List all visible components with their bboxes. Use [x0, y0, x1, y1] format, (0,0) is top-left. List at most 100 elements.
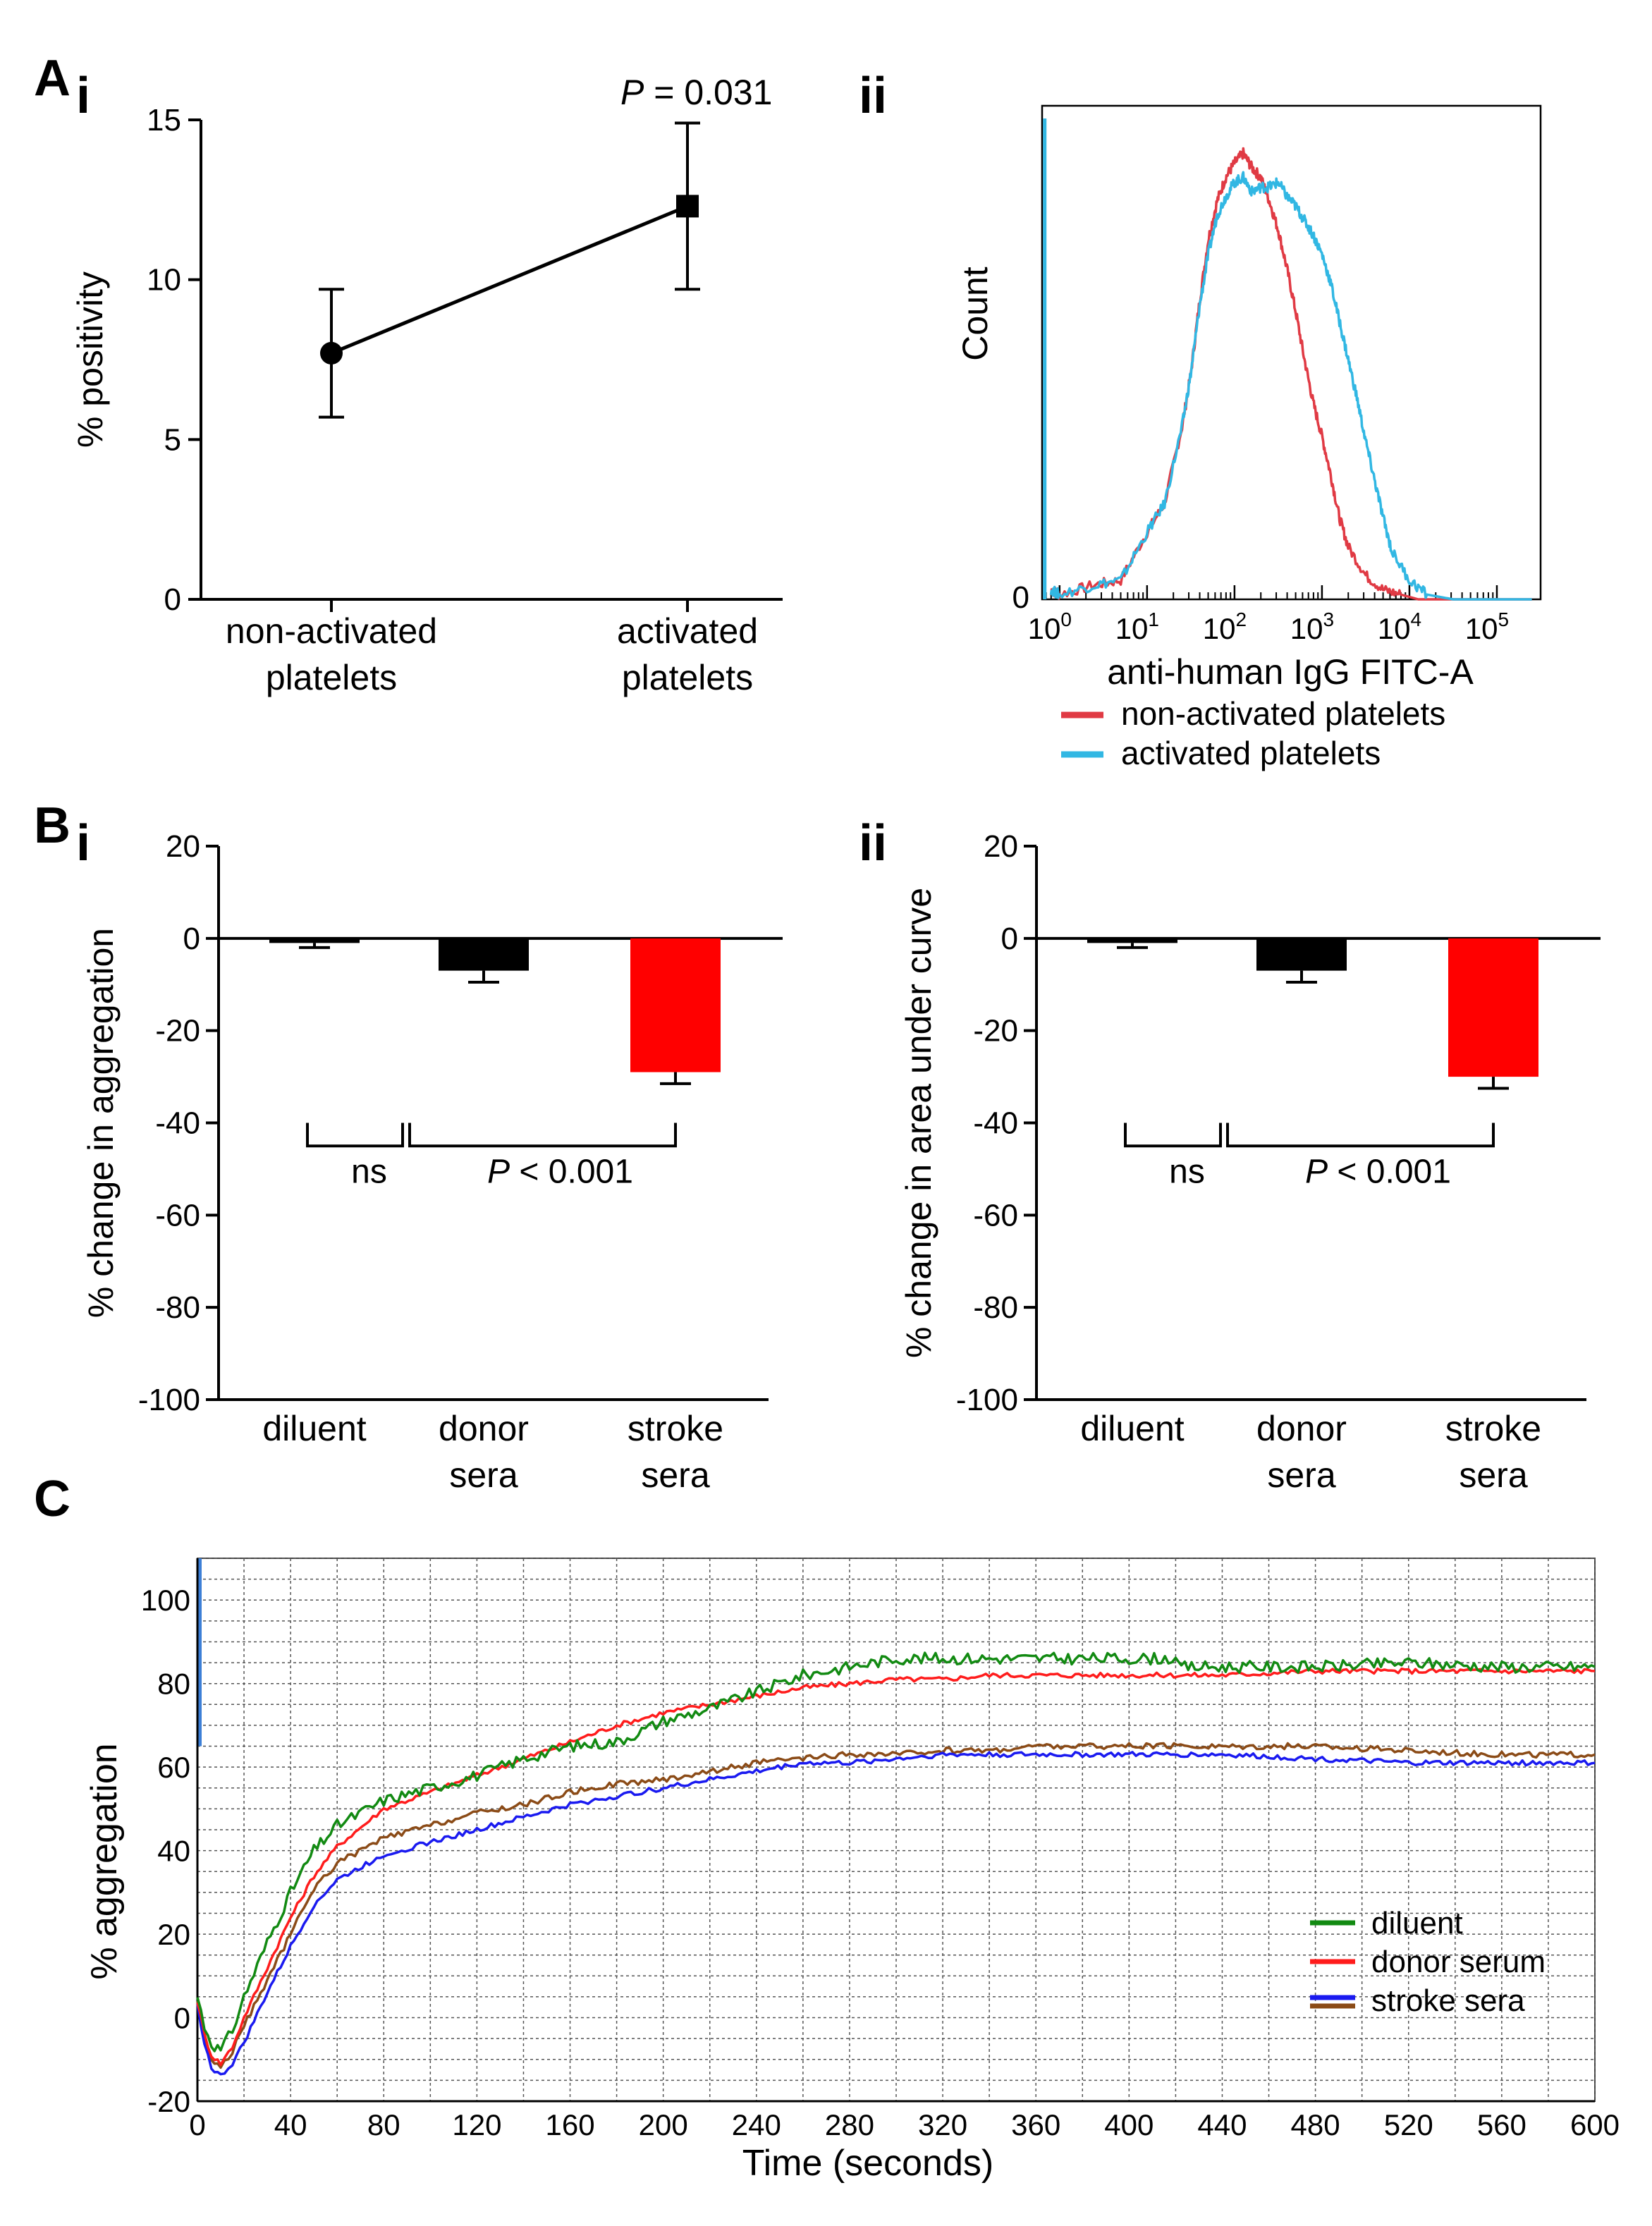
y-tick-label: 15 [147, 103, 181, 137]
x-tick-label: 400 [1104, 2108, 1154, 2141]
y-tick-label: 100 [141, 1584, 190, 1617]
panel-label-c: C [34, 1471, 71, 1527]
y-axis-label: % change in area under curve [899, 888, 938, 1358]
legend-label: donor serum [1371, 1945, 1546, 1979]
x-category-label: sera [1267, 1455, 1335, 1495]
y-tick-label: 5 [164, 422, 181, 457]
x-tick-label: 80 [367, 2108, 400, 2141]
y-tick-label: -20 [155, 1014, 200, 1048]
connecting-line [331, 204, 688, 355]
x-tick-label: 101 [1115, 609, 1159, 645]
bar-diluent [269, 938, 360, 943]
y-axis-label: % change in aggregation [81, 928, 121, 1318]
x-tick-label: 320 [918, 2108, 967, 2141]
y-tick-label: -100 [138, 1383, 200, 1417]
x-category-label: activated [617, 611, 758, 651]
y-tick-label: -80 [155, 1290, 200, 1325]
y-tick-label: 0 [174, 2002, 190, 2035]
y-tick-label: 20 [984, 829, 1018, 864]
y-tick-label: 10 [147, 263, 181, 298]
significance-label-p: P < 0.001 [487, 1154, 633, 1191]
x-tick-label: 0 [189, 2108, 205, 2141]
x-category-label: non-activated [226, 611, 437, 651]
bar-stroke [630, 938, 721, 1072]
x-tick-label: 560 [1477, 2108, 1526, 2141]
x-category-label: stroke [1445, 1409, 1541, 1448]
panel-label-a-ii: ii [859, 68, 887, 124]
chart-bi: -100 -80 -60 -40 -20 0 20 diluent donor sera strok… [81, 829, 783, 1495]
chart-aii: 0 Count 100 101 102 103 104 105 anti-human IgG F… [955, 104, 1542, 771]
x-tick-label: 105 [1465, 609, 1509, 645]
x-tick-label: 240 [732, 2108, 781, 2141]
x-category-label: platelets [266, 658, 397, 697]
x-axis-label: Time (seconds) [742, 2143, 993, 2184]
panel-label-b: B [34, 797, 71, 854]
x-tick-label: 160 [545, 2108, 594, 2141]
x-category-label: donor [439, 1409, 529, 1448]
y-tick-label: -40 [155, 1106, 200, 1141]
y-tick-label: 40 [157, 1835, 190, 1868]
y-tick-label: 20 [166, 829, 200, 864]
bracket-p [1226, 1123, 1495, 1148]
aggregation-trace-stroke-sera [196, 1751, 1596, 2076]
plot-frame [1041, 104, 1542, 601]
histogram-series-activated [1049, 171, 1532, 601]
aggregation-trace-brown [196, 1742, 1596, 2069]
x-tick-label: 102 [1203, 609, 1247, 645]
x-tick-label: 480 [1291, 2108, 1340, 2141]
x-tick-label: 103 [1290, 609, 1334, 645]
y-tick-label: 0 [1012, 580, 1029, 615]
x-category-label: platelets [622, 658, 753, 697]
y-tick-label: 80 [157, 1668, 190, 1701]
y-tick-label: 0 [164, 582, 181, 617]
bracket-p [408, 1123, 677, 1148]
y-tick-label: -100 [956, 1383, 1018, 1417]
y-tick-label: -40 [973, 1106, 1018, 1141]
x-axis-label: anti-human IgG FITC-A [1107, 652, 1474, 692]
aggregation-trace-diluent [196, 1651, 1596, 2053]
panel-label-b-i: i [76, 815, 90, 872]
y-tick-label: -60 [973, 1198, 1018, 1233]
legend-label: stroke sera [1371, 1983, 1525, 2018]
x-tick-label: 280 [825, 2108, 874, 2141]
y-tick-label: -60 [155, 1198, 200, 1233]
y-axis-label: Count [955, 267, 995, 361]
significance-label-p: P < 0.001 [1305, 1154, 1451, 1191]
x-tick-label: 100 [1028, 609, 1072, 645]
y-tick-label: 60 [157, 1751, 190, 1784]
x-category-label: diluent [1080, 1409, 1184, 1448]
bracket-ns [306, 1123, 404, 1148]
y-axis-label: % positivity [71, 271, 110, 448]
histogram-series-non-activated [1050, 147, 1532, 601]
legend-label: activated platelets [1121, 735, 1381, 771]
data-point-square [676, 195, 699, 218]
panel-label-a-i: i [76, 68, 90, 124]
x-category-label: sera [449, 1455, 518, 1495]
legend-label: non-activated platelets [1121, 695, 1445, 732]
significance-label-ns: ns [1169, 1154, 1205, 1191]
x-category-label: sera [641, 1455, 709, 1495]
x-tick-label: 520 [1384, 2108, 1433, 2141]
x-category-label: sera [1459, 1455, 1527, 1495]
bar-diluent [1087, 938, 1177, 943]
p-value-annotation: P = 0.031 [620, 73, 772, 112]
y-tick-label: -80 [973, 1290, 1018, 1325]
x-tick-label: 104 [1378, 609, 1421, 645]
x-tick-label: 360 [1011, 2108, 1060, 2141]
x-category-label: diluent [262, 1409, 366, 1448]
y-tick-label: 20 [157, 1918, 190, 1951]
y-tick-label: -20 [147, 2085, 190, 2118]
bar-donor [1256, 938, 1347, 971]
bar-donor [439, 938, 529, 971]
y-tick-label: -20 [973, 1014, 1018, 1048]
chart-ai: 0 5 10 15 non-activated platelets activated pla… [71, 73, 783, 697]
x-tick-label: 600 [1570, 2108, 1620, 2141]
x-tick-label: 40 [274, 2108, 307, 2141]
aggregation-trace-donor-serum [196, 1667, 1596, 2067]
x-category-label: stroke [628, 1409, 723, 1448]
chart-bii: -100 -80 -60 -40 -20 0 20 diluent donor sera strok… [899, 829, 1601, 1495]
x-tick-label: 120 [452, 2108, 501, 2141]
bar-stroke [1448, 938, 1538, 1077]
